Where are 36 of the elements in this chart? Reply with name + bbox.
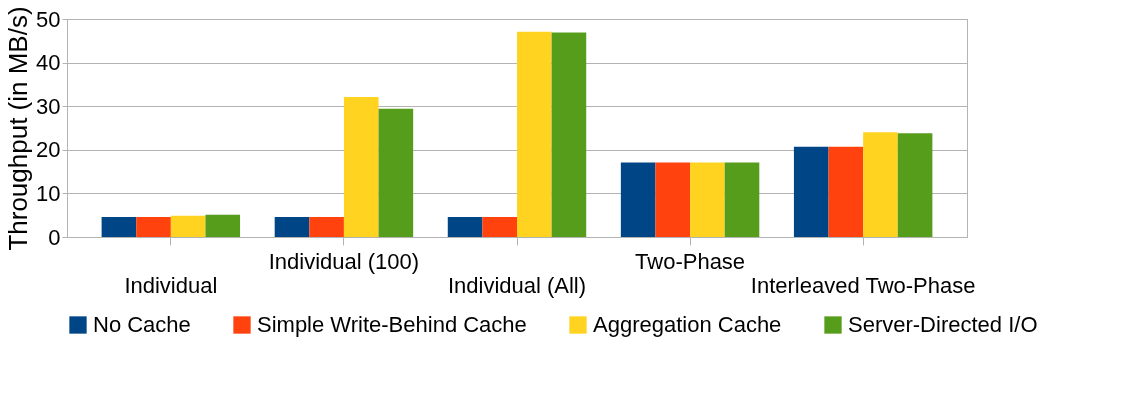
bar [482,216,517,237]
x-tick-label: Individual [124,272,218,298]
bar [447,216,483,237]
y-tick-label: 30 [36,93,61,119]
bar [378,108,414,237]
bar [897,133,933,237]
legend-label: Aggregation Cache [593,312,782,337]
bar [724,162,760,237]
bar [828,146,864,237]
bar [205,214,241,237]
y-tick-label: 50 [36,6,61,32]
bar [309,216,344,237]
x-tick-label: Two-Phase [635,248,746,274]
legend-label: Simple Write-Behind Cache [257,312,527,337]
y-tick-label: 0 [48,224,61,250]
bar [620,162,656,237]
bar [101,216,137,237]
y-tick-label: 10 [36,180,61,206]
bar [551,32,587,237]
bar [793,146,829,237]
legend-label: No Cache [93,312,191,337]
y-tick-label: 40 [36,50,61,76]
x-tick-label: Individual (All) [447,272,587,298]
bar [170,215,206,237]
bar [517,31,552,237]
y-axis-title: Throughput (in MB/s) [3,6,34,251]
y-tick-label: 20 [36,137,61,163]
bar [274,216,310,237]
bar [863,132,898,237]
bar [690,162,725,237]
x-tick-label: Interleaved Two-Phase [750,272,976,298]
bar [343,97,379,237]
bar [136,216,171,237]
bar [655,162,691,237]
legend-label: Server-Directed I/O [848,312,1038,337]
x-tick-label: Individual (100) [268,248,420,274]
